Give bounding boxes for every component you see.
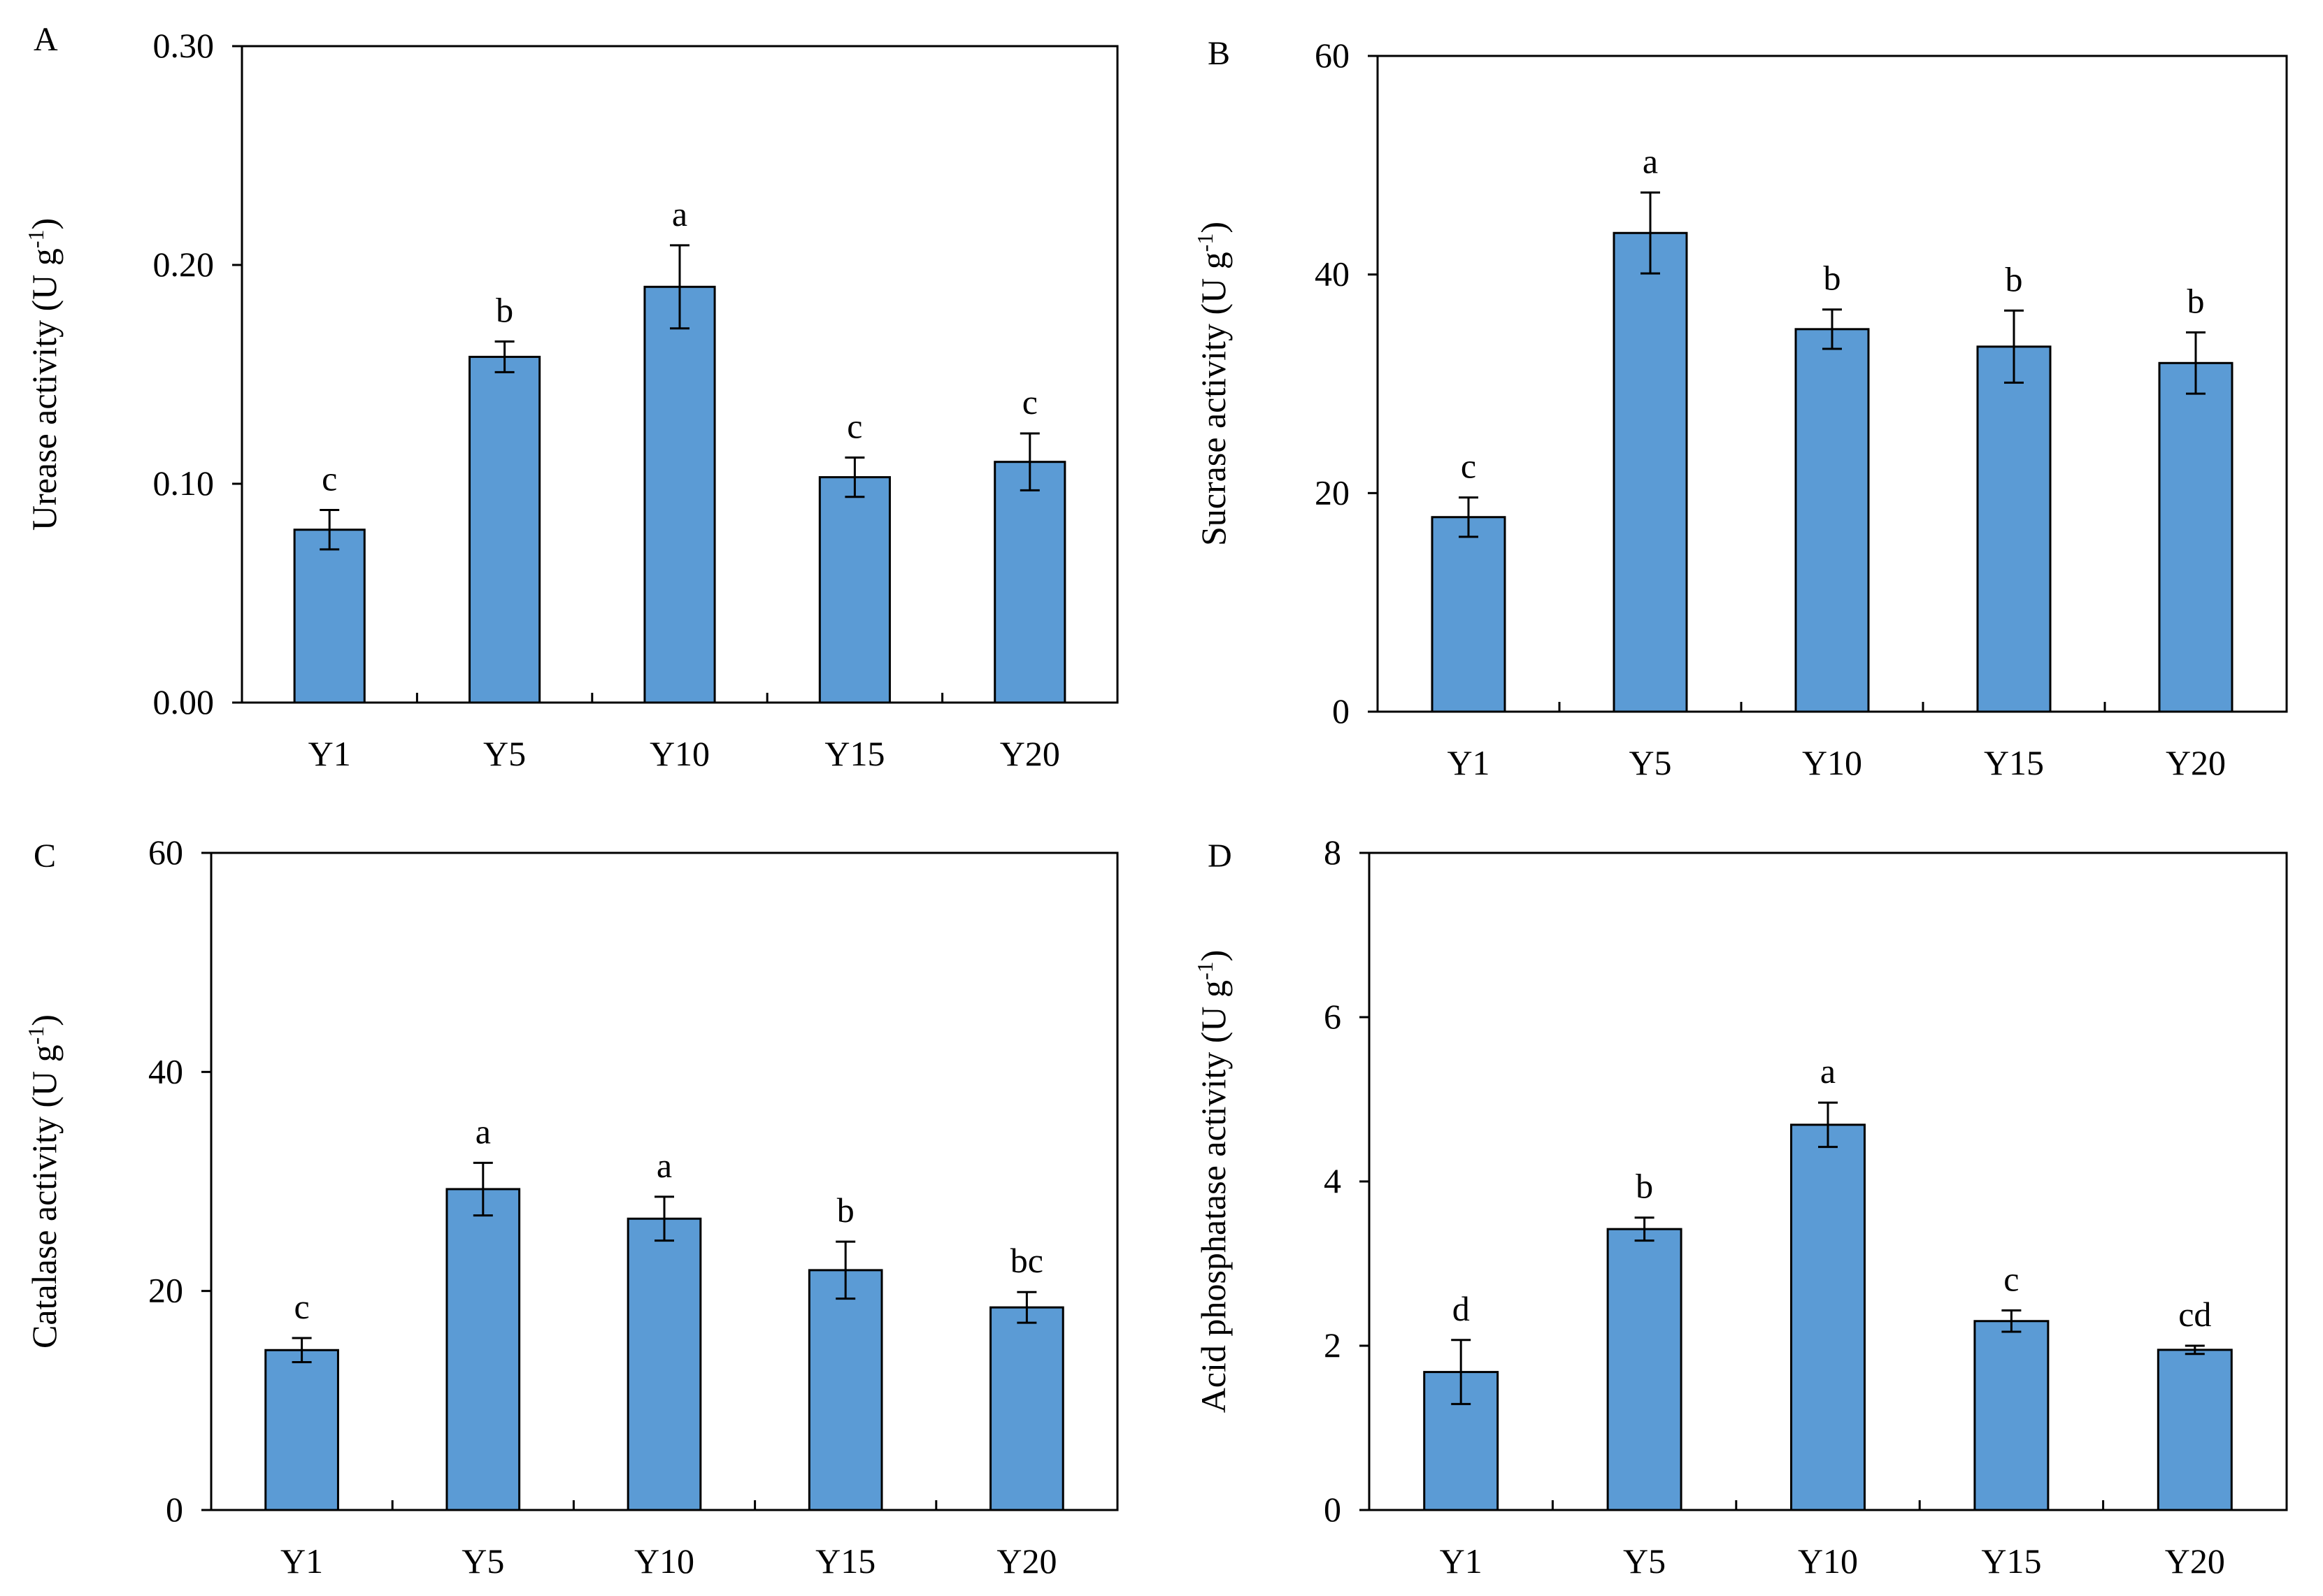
- significance-letter: a: [672, 194, 687, 233]
- significance-letter: c: [1461, 447, 1476, 486]
- bar-y15: [808, 1269, 883, 1511]
- panel-c: C 0 20 40 60 Catalase activity (U g-1) c Y1 a Y5 a…: [23, 833, 1119, 1581]
- y-tick-label: 2: [1324, 1325, 1341, 1365]
- significance-letter: a: [1643, 141, 1658, 180]
- x-tick-label: Y5: [462, 1541, 504, 1581]
- y-tick-label: 4: [1324, 1161, 1341, 1200]
- significance-letter: a: [476, 1112, 491, 1151]
- x-tick-label: Y5: [1623, 1541, 1666, 1581]
- bar-y1: [293, 529, 366, 704]
- y-tick-label: 0: [1324, 1490, 1341, 1529]
- panel-label: B: [1208, 35, 1230, 72]
- x-tick-label: Y10: [1802, 743, 1862, 782]
- panel-label: A: [34, 21, 58, 58]
- panel-d: D 0 2 4 6 8 Acid phosphatase activity (U g-1) d…: [1192, 833, 2288, 1581]
- significance-letter: c: [847, 406, 862, 445]
- x-tick-label: Y20: [2165, 1541, 2225, 1581]
- y-axis-title: Catalase activity (U g-1): [23, 1014, 64, 1349]
- significance-letter: a: [657, 1146, 672, 1185]
- significance-letter: bc: [1010, 1241, 1043, 1280]
- significance-letter: b: [2006, 259, 2023, 299]
- y-tick-label: 0.10: [153, 463, 215, 503]
- y-tick-label: 60: [148, 833, 183, 872]
- x-tick-label: Y20: [1000, 734, 1060, 773]
- y-tick-label: 0: [166, 1490, 183, 1529]
- bar-y10: [627, 1217, 702, 1511]
- x-tick-label: Y15: [1981, 1541, 2041, 1581]
- significance-letter: d: [1452, 1289, 1470, 1328]
- bar-y5: [1606, 1228, 1682, 1511]
- significance-letter: c: [2003, 1259, 2019, 1298]
- y-tick-label: 60: [1315, 36, 1350, 75]
- x-tick-label: Y15: [1984, 743, 2044, 782]
- bar-y10: [1794, 328, 1870, 713]
- bar-y15: [1973, 1320, 2050, 1511]
- y-tick-label: 0.00: [153, 682, 215, 721]
- significance-letter: b: [1824, 259, 1841, 298]
- significance-letter: cd: [2178, 1295, 2211, 1334]
- significance-letter: c: [322, 459, 337, 498]
- x-tick-label: Y5: [1629, 743, 1671, 782]
- bar-y1: [264, 1349, 339, 1511]
- x-tick-label: Y15: [824, 734, 885, 773]
- y-tick-label: 40: [1315, 254, 1350, 294]
- bar-y20: [2157, 1349, 2233, 1511]
- panel-label: D: [1208, 837, 1232, 875]
- significance-letter: b: [1636, 1167, 1653, 1206]
- bar-y5: [469, 355, 541, 704]
- significance-letter: b: [2187, 282, 2205, 321]
- x-tick-label: Y1: [308, 734, 351, 773]
- y-tick-label: 0.20: [153, 245, 215, 284]
- significance-letter: c: [294, 1287, 309, 1326]
- x-tick-label: Y1: [280, 1541, 323, 1581]
- y-tick-label: 20: [148, 1271, 183, 1310]
- x-tick-label: Y15: [815, 1541, 875, 1581]
- bar-y15: [818, 476, 891, 704]
- y-tick-label: 8: [1324, 833, 1341, 872]
- y-axis-title: Sucrase activity (U g-1): [1192, 222, 1233, 546]
- x-tick-label: Y1: [1440, 1541, 1482, 1581]
- y-tick-label: 20: [1315, 473, 1350, 512]
- bar-y5: [1613, 231, 1688, 713]
- y-tick-label: 0.30: [153, 26, 215, 65]
- bar-y20: [989, 1306, 1064, 1511]
- x-tick-label: Y10: [650, 734, 710, 773]
- panel-label: C: [34, 837, 56, 875]
- bar-y20: [994, 461, 1066, 704]
- y-tick-label: 40: [148, 1051, 183, 1091]
- bar-y1: [1431, 516, 1506, 713]
- x-tick-label: Y10: [634, 1541, 694, 1581]
- bar-y10: [1790, 1123, 1866, 1511]
- y-axis-title: Acid phosphatase activity (U g-1): [1192, 950, 1233, 1414]
- panel-a: A 0.00 0.10 0.20 0.30 Urease activity (U g-1)…: [23, 21, 1119, 773]
- y-axis-title: Urease activity (U g-1): [23, 218, 64, 531]
- y-tick-label: 0: [1332, 691, 1350, 731]
- x-tick-label: Y5: [483, 734, 526, 773]
- bar-y5: [445, 1188, 521, 1511]
- x-tick-label: Y20: [2166, 743, 2226, 782]
- significance-letter: c: [1022, 382, 1038, 422]
- significance-letter: b: [496, 291, 513, 330]
- bar-y15: [1976, 345, 2052, 713]
- x-tick-label: Y1: [1447, 743, 1489, 782]
- significance-letter: a: [1820, 1051, 1836, 1091]
- significance-letter: b: [837, 1191, 855, 1230]
- bar-y20: [2158, 361, 2233, 713]
- y-tick-label: 6: [1324, 997, 1341, 1036]
- bar-y10: [643, 285, 716, 704]
- x-tick-label: Y10: [1798, 1541, 1858, 1581]
- panel-b: B 0 20 40 60 Sucrase activity (U g-1) c Y1 a Y5 b Y…: [1192, 35, 2288, 782]
- x-tick-label: Y20: [996, 1541, 1057, 1581]
